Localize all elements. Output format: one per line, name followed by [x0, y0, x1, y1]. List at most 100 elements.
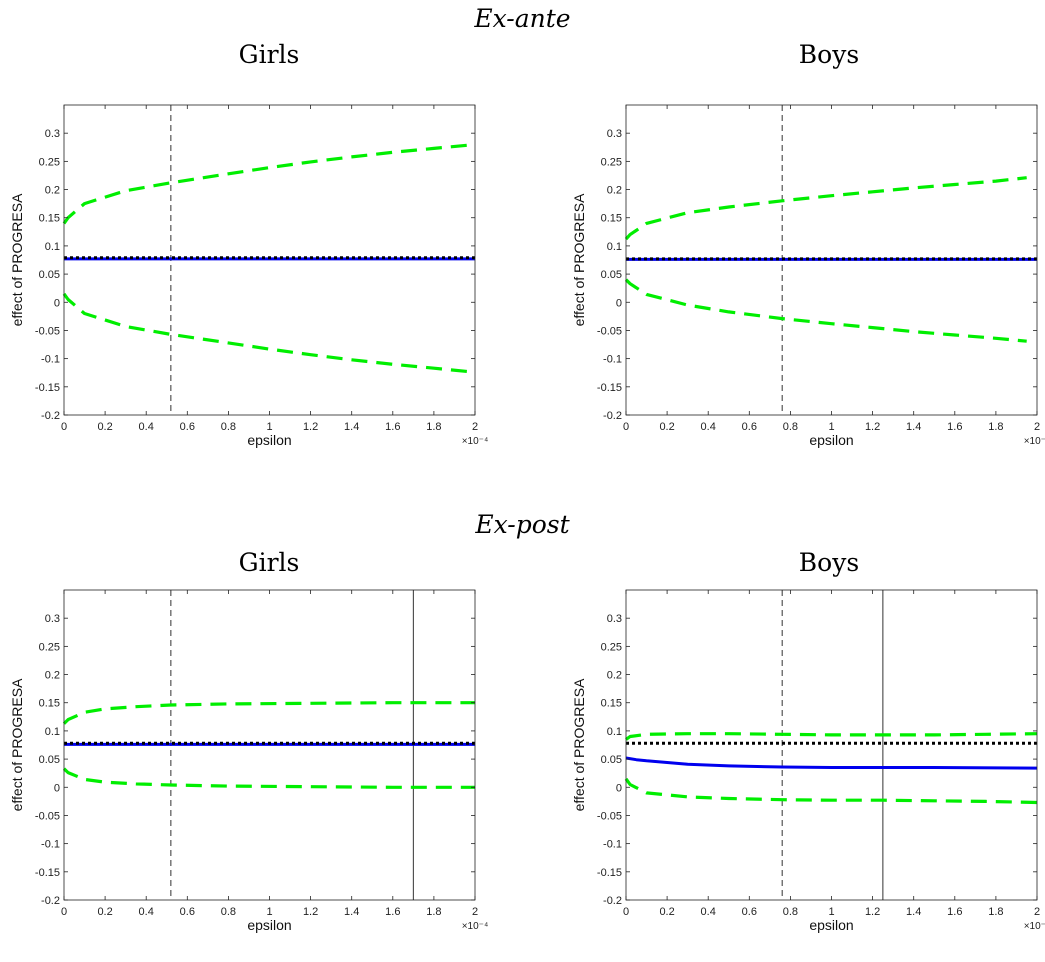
y-tick-label: -0.05 [35, 325, 60, 337]
y-tick-label: -0.15 [35, 867, 60, 879]
y-tick-label: 0.3 [45, 613, 60, 625]
y-tick-label: 0.1 [607, 241, 622, 253]
y-tick-label: 0 [54, 297, 60, 309]
chart-ex-ante-boys: -0.2 -0.15 -0.1 -0.05 0 0.05 0.1 0.15 0.2 0.25 0.3… [571, 104, 1045, 448]
x-tick-label: 0.4 [139, 421, 154, 433]
y-tick-label: 0 [616, 782, 622, 794]
y-tick-label: 0.15 [39, 213, 60, 225]
y-tick-label: 0.25 [601, 641, 622, 653]
x-tick-label: 0.4 [701, 906, 716, 918]
x-tick-label: 1 [828, 421, 834, 433]
series-lower-bound-line [624, 278, 1027, 343]
x-exponent-label: ×10⁻⁴ [1024, 921, 1045, 932]
y-tick-label: 0.15 [601, 213, 622, 225]
y-tick-label: -0.2 [603, 410, 622, 422]
section-title-ex-post: Ex-post [475, 510, 570, 539]
x-tick-label: 1 [266, 906, 272, 918]
series-upper-bound-line [624, 176, 1027, 241]
plot-area [626, 590, 1037, 900]
y-tick-label: -0.2 [603, 895, 622, 907]
y-tick-label: 0.2 [607, 185, 622, 197]
series-upper-bound-line [62, 701, 475, 725]
y-tick-label: 0.25 [39, 641, 60, 653]
y-tick-label: 0.2 [45, 670, 60, 682]
y-axis-label: effect of PROGRESA [571, 193, 587, 326]
y-tick-label: 0.3 [45, 128, 60, 140]
x-tick-label: 0.6 [742, 906, 757, 918]
y-tick-label: 0.05 [39, 269, 60, 281]
x-tick-label: 1.2 [865, 421, 880, 433]
y-tick-label: 0 [54, 782, 60, 794]
y-axis-label: effect of PROGRESA [571, 678, 587, 811]
x-tick-label: 1.8 [426, 421, 441, 433]
y-tick-label: -0.05 [35, 810, 60, 822]
x-exponent-label: ×10⁻⁴ [462, 436, 489, 447]
x-tick-label: 0.8 [221, 421, 236, 433]
x-tick-label: 1.6 [385, 421, 400, 433]
y-tick-label: 0.1 [45, 241, 60, 253]
y-tick-label: -0.15 [597, 867, 622, 879]
chart-ex-post-girls: -0.2 -0.15 -0.1 -0.05 0 0.05 0.1 0.15 0.2 0.25 0.3… [9, 589, 488, 933]
y-tick-label: 0.15 [39, 698, 60, 710]
x-tick-label: 1.4 [906, 421, 921, 433]
x-tick-label: 0.2 [659, 421, 674, 433]
y-tick-label: -0.2 [41, 895, 60, 907]
chart-ex-ante-girls: -0.2 -0.15 -0.1 -0.05 0 0.05 0.1 0.15 0.2 0.25 0.3… [9, 104, 489, 448]
y-tick-label: 0.15 [601, 698, 622, 710]
x-tick-label: 2 [472, 906, 478, 918]
panel-title-ex-ante-girls: Girls [238, 40, 300, 69]
x-tick-label: 0.2 [97, 421, 112, 433]
y-tick-label: 0.05 [39, 754, 60, 766]
x-tick-label: 1.6 [947, 421, 962, 433]
y-tick-label: 0.25 [601, 156, 622, 168]
x-tick-label: 0 [61, 906, 67, 918]
x-tick-label: 2 [1034, 421, 1040, 433]
y-tick-label: -0.1 [41, 354, 60, 366]
x-tick-label: 1.6 [385, 906, 400, 918]
x-tick-label: 0.4 [701, 421, 716, 433]
section-title-ex-ante: Ex-ante [474, 4, 571, 33]
series-upper-bound-line [625, 732, 1038, 741]
x-tick-label: 0.6 [742, 421, 757, 433]
y-tick-label: 0.1 [607, 726, 622, 738]
x-exponent-label: ×10⁻⁴ [1024, 436, 1045, 447]
y-axis-label: effect of PROGRESA [9, 193, 25, 326]
panel-title-ex-post-boys: Boys [798, 548, 860, 577]
x-axis-label: epsilon [247, 432, 291, 448]
x-tick-label: 1 [266, 421, 272, 433]
x-tick-label: 1.4 [344, 421, 359, 433]
x-tick-label: 0.6 [180, 906, 195, 918]
y-tick-label: -0.15 [35, 382, 60, 394]
series-estimate-line [625, 756, 1038, 770]
panel-title-ex-post-girls: Girls [238, 548, 300, 577]
x-tick-label: 1 [828, 906, 834, 918]
y-tick-label: 0.05 [601, 269, 622, 281]
y-tick-label: -0.2 [41, 410, 60, 422]
x-tick-label: 1.8 [426, 906, 441, 918]
y-tick-label: -0.05 [597, 810, 622, 822]
y-tick-label: 0 [616, 297, 622, 309]
x-tick-label: 0 [623, 906, 629, 918]
x-tick-label: 2 [1034, 906, 1040, 918]
chart-ex-post-boys: -0.2 -0.15 -0.1 -0.05 0 0.05 0.1 0.15 0.2 0.25 0.3… [571, 589, 1045, 933]
series-lower-bound-line [62, 767, 475, 789]
x-tick-label: 0.8 [783, 906, 798, 918]
x-axis-label: epsilon [809, 432, 853, 448]
x-tick-label: 1.2 [865, 906, 880, 918]
x-tick-label: 0.4 [139, 906, 154, 918]
x-tick-label: 0.6 [180, 421, 195, 433]
y-tick-label: -0.1 [603, 354, 622, 366]
x-tick-label: 1.2 [303, 906, 318, 918]
x-tick-label: 0.2 [97, 906, 112, 918]
y-tick-label: 0.1 [45, 726, 60, 738]
x-tick-label: 1.4 [344, 906, 359, 918]
x-axis-label: epsilon [809, 917, 853, 933]
y-tick-label: 0.25 [39, 156, 60, 168]
x-tick-label: 0 [623, 421, 629, 433]
y-tick-label: -0.1 [41, 839, 60, 851]
y-tick-label: 0.3 [607, 613, 622, 625]
y-tick-label: -0.15 [597, 382, 622, 394]
x-tick-label: 2 [472, 421, 478, 433]
x-tick-label: 0.2 [659, 906, 674, 918]
x-tick-label: 1.8 [988, 421, 1003, 433]
